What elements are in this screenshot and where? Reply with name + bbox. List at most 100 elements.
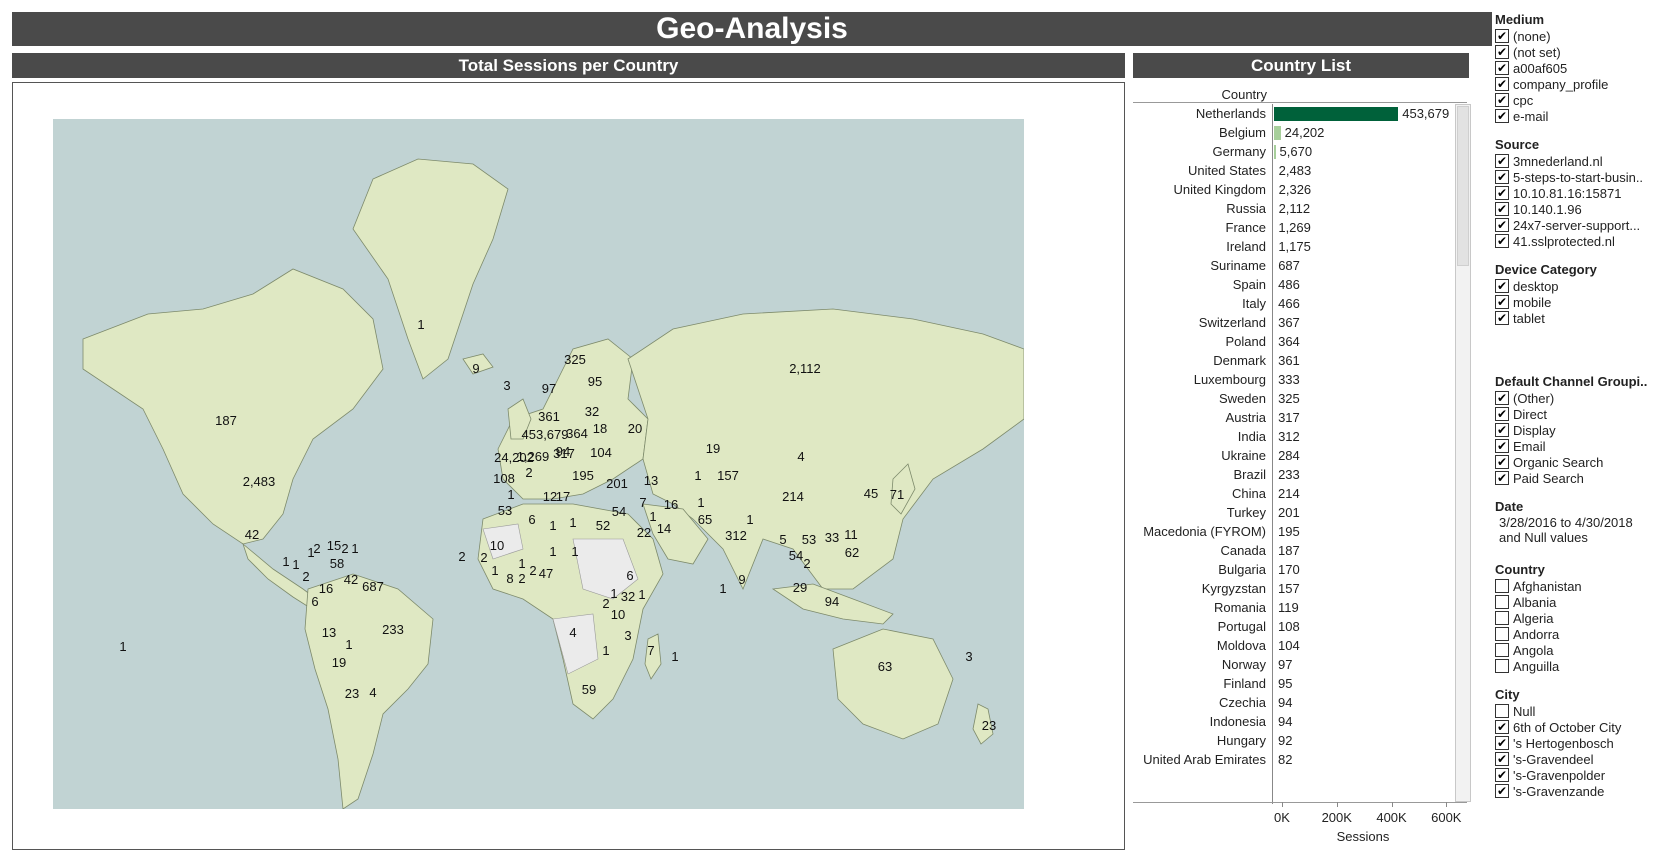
session-bar[interactable] xyxy=(1274,145,1276,159)
map-label-guatemala[interactable]: 1 xyxy=(282,554,289,569)
filter-option[interactable]: ✔ Email xyxy=(1495,438,1655,454)
map-label-ethiopia[interactable]: 6 xyxy=(626,568,633,583)
country-row[interactable]: Kyrgyzstan 157 xyxy=(1133,579,1453,599)
checkbox-unchecked-icon[interactable] xyxy=(1495,704,1509,718)
map-label-senegal[interactable]: 2 xyxy=(480,550,487,565)
map-label-china[interactable]: 214 xyxy=(782,489,804,504)
map-label-uganda[interactable]: 1 xyxy=(610,586,617,601)
filter-option[interactable]: ✔ 3mnederland.nl xyxy=(1495,153,1655,169)
map-label-israel[interactable]: 54 xyxy=(612,504,626,519)
map-label-tunisia[interactable]: 12 xyxy=(543,489,557,504)
filter-option[interactable]: ✔ (none) xyxy=(1495,28,1655,44)
country-row[interactable]: Poland 364 xyxy=(1133,332,1453,352)
map-label-mongolia[interactable]: 4 xyxy=(797,449,804,464)
filter-option[interactable]: ✔ desktop xyxy=(1495,278,1655,294)
map-label-netherlands[interactable]: 453,679 xyxy=(522,427,569,442)
map-label-sierra-leone[interactable]: 8 xyxy=(506,571,513,586)
map-label-faroe-islands[interactable]: 3 xyxy=(503,378,510,393)
checkbox-checked-icon[interactable]: ✔ xyxy=(1495,186,1509,200)
country-row[interactable]: United Kingdom 2,326 xyxy=(1133,180,1453,200)
checkbox-unchecked-icon[interactable] xyxy=(1495,627,1509,641)
country-row[interactable]: Switzerland 367 xyxy=(1133,313,1453,333)
map-label-maldives[interactable]: 1 xyxy=(719,581,726,596)
map-label-denmark[interactable]: 361 xyxy=(538,409,560,424)
map-label-madagascar[interactable]: 7 xyxy=(647,643,654,658)
map-label-new-zealand[interactable]: 23 xyxy=(982,718,996,733)
country-row[interactable]: Portugal 108 xyxy=(1133,617,1453,637)
checkbox-checked-icon[interactable]: ✔ xyxy=(1495,311,1509,325)
scrollbar-thumb[interactable] xyxy=(1457,106,1469,266)
map-label-morocco[interactable]: 53 xyxy=(498,503,512,518)
country-list[interactable]: Country Netherlands 453,679 Belgium 24,202 G… xyxy=(1133,84,1471,854)
map-label-afghanistan[interactable]: 1 xyxy=(697,495,704,510)
map-label-niger[interactable]: 1 xyxy=(571,544,578,559)
filter-option[interactable]: ✔ 5-steps-to-start-busin.. xyxy=(1495,169,1655,185)
map-label-sri-lanka[interactable]: 9 xyxy=(738,572,745,587)
checkbox-checked-icon[interactable]: ✔ xyxy=(1495,471,1509,485)
country-row[interactable]: Hungary 92 xyxy=(1133,731,1453,751)
filter-option[interactable]: Null xyxy=(1495,703,1655,719)
filter-option[interactable]: ✔ (Other) xyxy=(1495,390,1655,406)
map-label-jamaica[interactable]: 15 xyxy=(327,538,341,553)
filter-option[interactable]: ✔ Paid Search xyxy=(1495,470,1655,486)
filter-option[interactable]: ✔ cpc xyxy=(1495,92,1655,108)
country-row[interactable]: Italy 466 xyxy=(1133,294,1453,314)
filter-option[interactable]: Angola xyxy=(1495,642,1655,658)
checkbox-checked-icon[interactable]: ✔ xyxy=(1495,61,1509,75)
country-row[interactable]: Canada 187 xyxy=(1133,541,1453,561)
map-label-georgia[interactable]: 13 xyxy=(644,473,658,488)
checkbox-unchecked-icon[interactable] xyxy=(1495,643,1509,657)
country-list-rows[interactable]: Netherlands 453,679 Belgium 24,202 Germany 5,… xyxy=(1133,104,1453,804)
filter-option[interactable]: ✔ 's-Gravenzande xyxy=(1495,783,1655,799)
country-row[interactable]: Netherlands 453,679 xyxy=(1133,104,1453,124)
filter-option[interactable]: ✔ mobile xyxy=(1495,294,1655,310)
checkbox-checked-icon[interactable]: ✔ xyxy=(1495,234,1509,248)
country-row[interactable]: Moldova 104 xyxy=(1133,636,1453,656)
map-label-hong-kong[interactable]: 33 xyxy=(825,530,839,545)
filter-option[interactable]: ✔ tablet xyxy=(1495,310,1655,326)
map-label-latvia[interactable]: 32 xyxy=(585,404,599,419)
map-label-japan[interactable]: 71 xyxy=(890,487,904,502)
map-label-kyrgyzstan[interactable]: 157 xyxy=(717,468,739,483)
map-label-france[interactable]: 1,269 xyxy=(517,449,550,464)
country-row[interactable]: Finland 95 xyxy=(1133,674,1453,694)
filter-option[interactable]: ✔ e-mail xyxy=(1495,108,1655,124)
map-label-ecuador[interactable]: 6 xyxy=(311,594,318,609)
map-label-malta[interactable]: 17 xyxy=(556,489,570,504)
checkbox-checked-icon[interactable]: ✔ xyxy=(1495,170,1509,184)
checkbox-checked-icon[interactable]: ✔ xyxy=(1495,720,1509,734)
map-label-taiwan[interactable]: 11 xyxy=(844,527,858,542)
country-row[interactable]: China 214 xyxy=(1133,484,1453,504)
checkbox-checked-icon[interactable]: ✔ xyxy=(1495,423,1509,437)
map-label-moldova[interactable]: 104 xyxy=(590,445,612,460)
map-label-greenland[interactable]: 1 xyxy=(417,317,424,332)
checkbox-checked-icon[interactable]: ✔ xyxy=(1495,202,1509,216)
country-row[interactable]: Belgium 24,202 xyxy=(1133,123,1453,143)
checkbox-checked-icon[interactable]: ✔ xyxy=(1495,295,1509,309)
map-label-panama[interactable]: 58 xyxy=(330,556,344,571)
map-label-tanzania[interactable]: 10 xyxy=(611,607,625,622)
map-label-bolivia[interactable]: 1 xyxy=(345,637,352,652)
filter-option[interactable]: ✔ 6th of October City xyxy=(1495,719,1655,735)
checkbox-checked-icon[interactable]: ✔ xyxy=(1495,752,1509,766)
map-label-sweden[interactable]: 325 xyxy=(564,352,586,367)
map-label-lebanon[interactable]: 7 xyxy=(639,495,646,510)
filter-option[interactable]: Afghanistan xyxy=(1495,578,1655,594)
session-bar[interactable] xyxy=(1274,107,1399,121)
country-row[interactable]: United Arab Emirates 82 xyxy=(1133,750,1453,770)
map-label-mozambique[interactable]: 3 xyxy=(624,628,631,643)
map-label-bangladesh[interactable]: 1 xyxy=(746,512,753,527)
checkbox-unchecked-icon[interactable] xyxy=(1495,595,1509,609)
checkbox-checked-icon[interactable]: ✔ xyxy=(1495,218,1509,232)
map-label-finland-region[interactable]: 20 xyxy=(628,421,642,436)
checkbox-checked-icon[interactable]: ✔ xyxy=(1495,784,1509,798)
map-label-venezuela[interactable]: 42 xyxy=(344,572,358,587)
map-label-chile[interactable]: 19 xyxy=(332,655,346,670)
checkbox-checked-icon[interactable]: ✔ xyxy=(1495,455,1509,469)
map-label-south-korea[interactable]: 45 xyxy=(864,486,878,501)
filter-option[interactable]: ✔ Direct xyxy=(1495,406,1655,422)
country-row[interactable]: Brazil 233 xyxy=(1133,465,1453,485)
checkbox-checked-icon[interactable]: ✔ xyxy=(1495,29,1509,43)
map-label-portugal[interactable]: 108 xyxy=(493,471,515,486)
checkbox-checked-icon[interactable]: ✔ xyxy=(1495,736,1509,750)
